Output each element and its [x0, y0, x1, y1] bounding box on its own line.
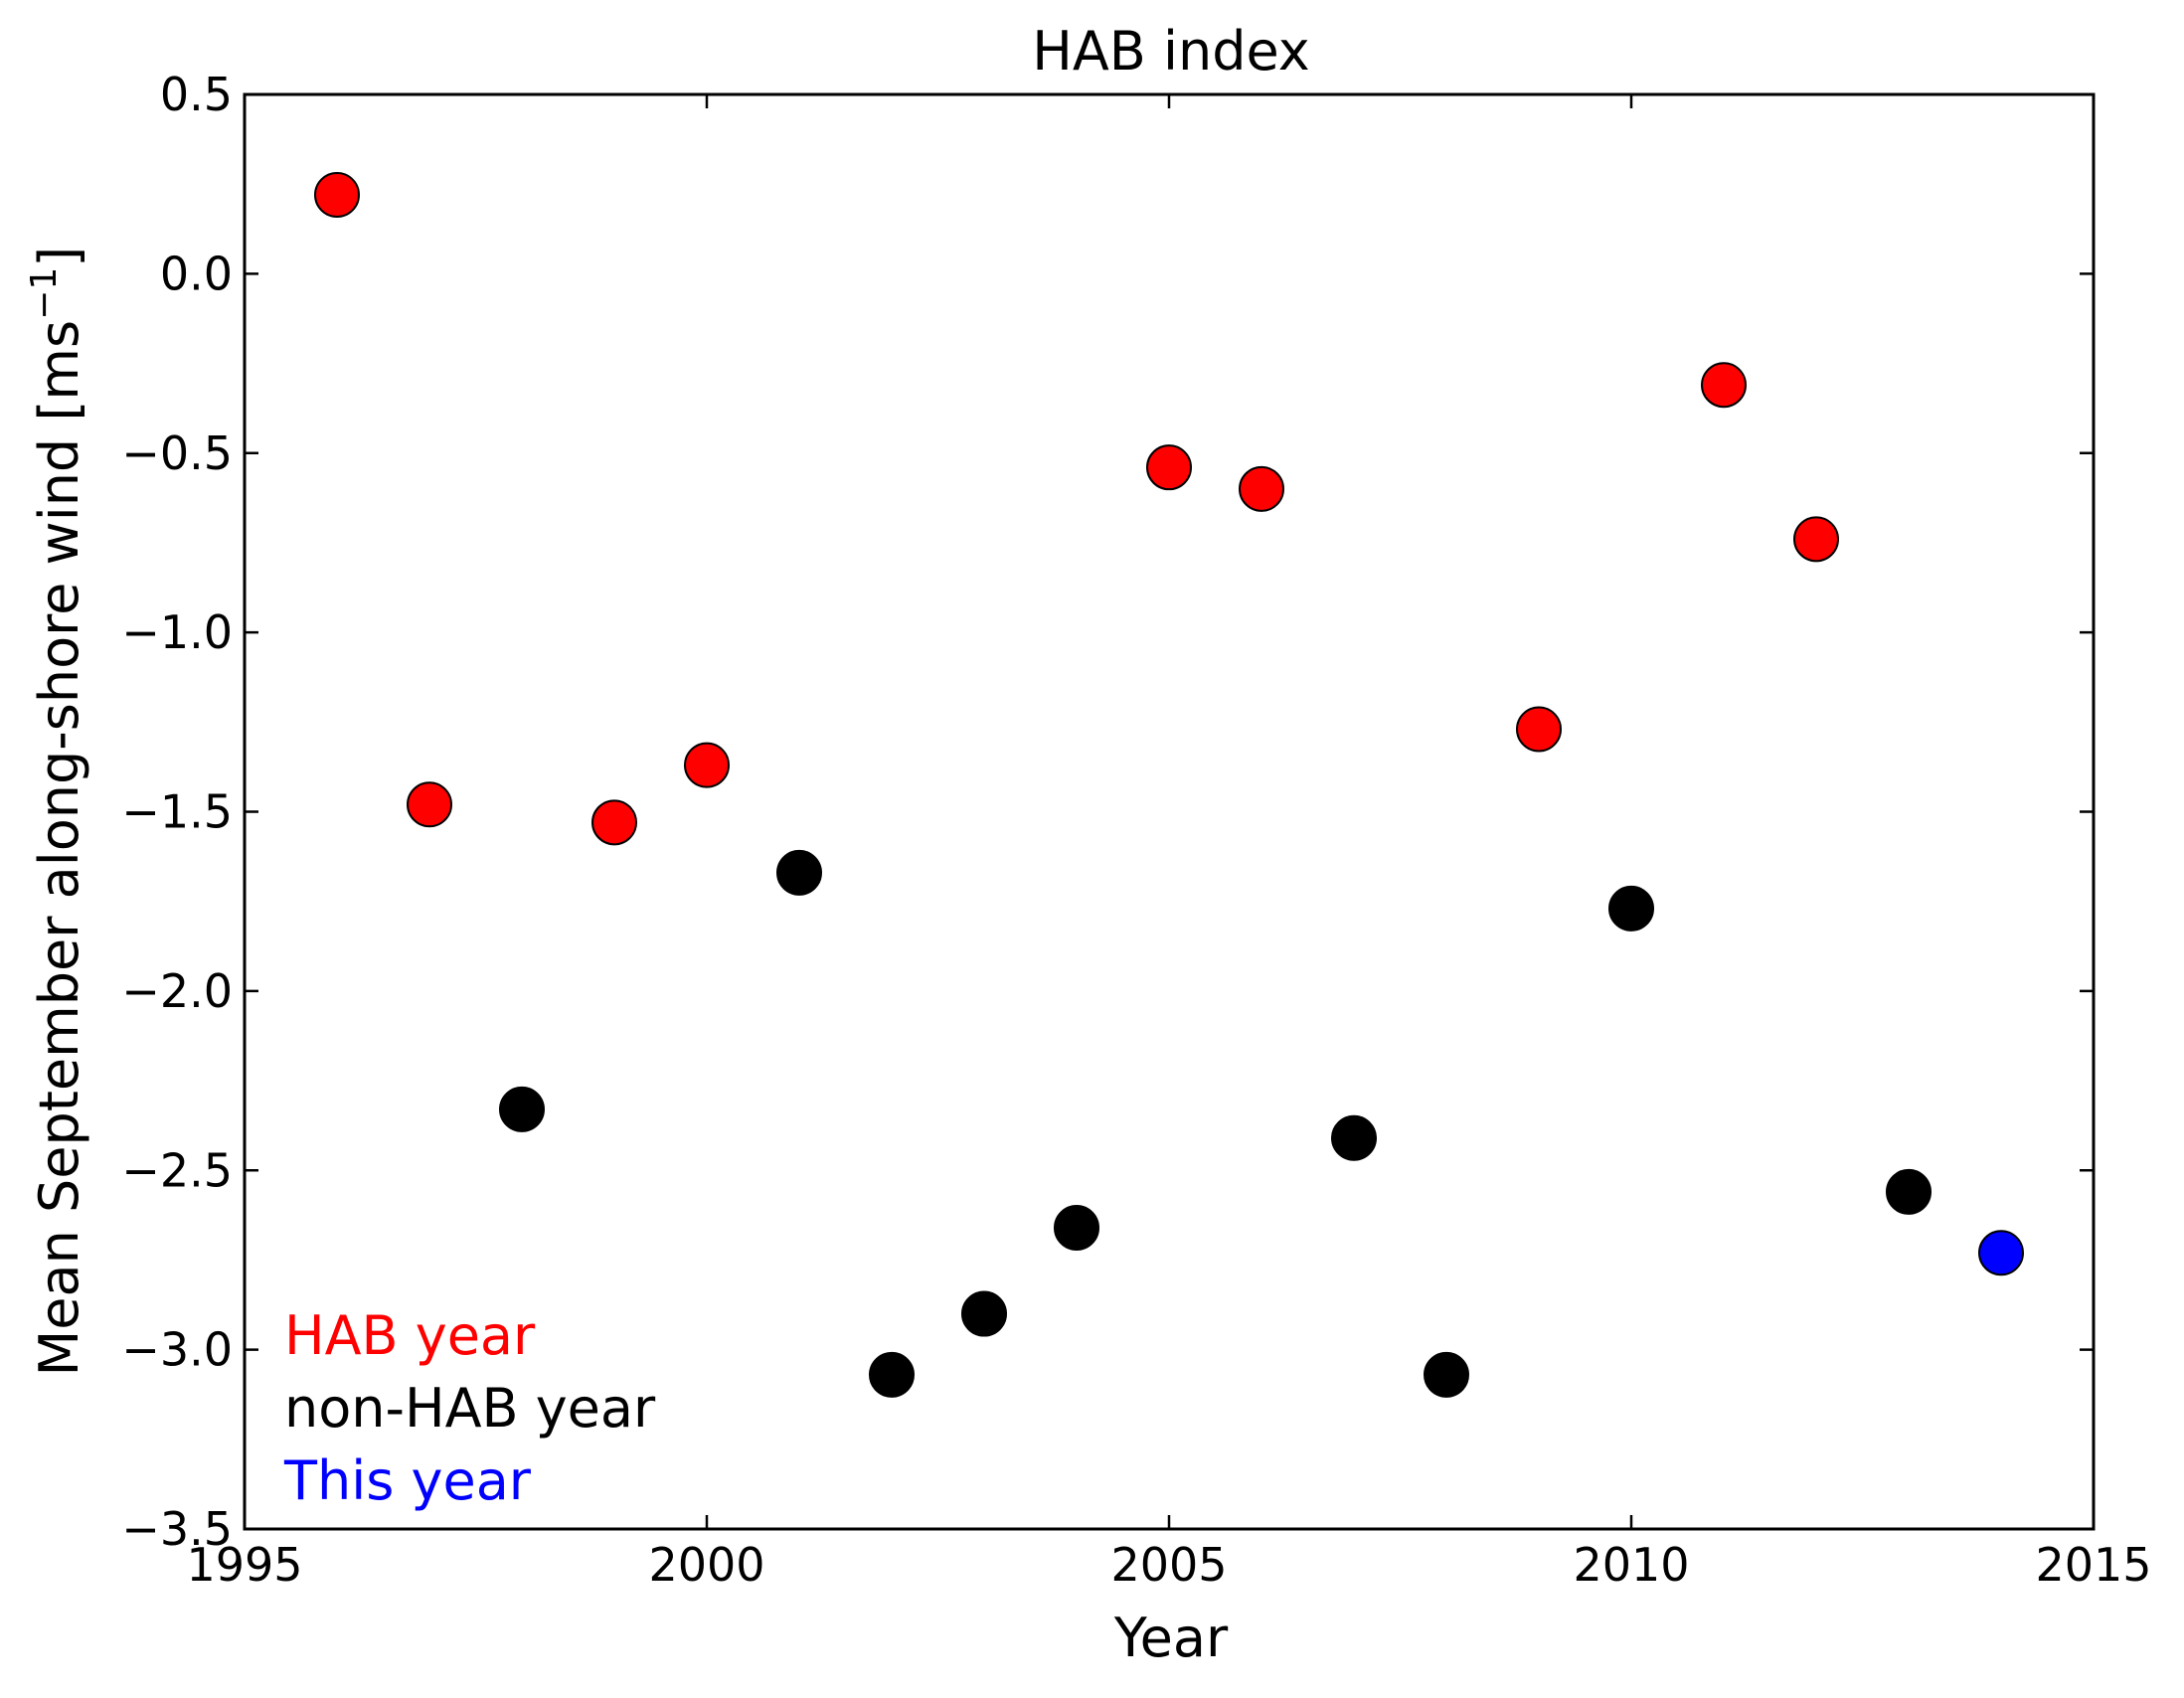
- y-tick-label: −1.5: [121, 785, 233, 839]
- data-point: [1054, 1204, 1099, 1251]
- data-point: [1793, 516, 1839, 563]
- data-point: [961, 1290, 1007, 1337]
- data-point: [684, 742, 730, 788]
- axis-ticks: [243, 92, 2096, 1531]
- y-tick-label: 0.0: [160, 247, 233, 300]
- x-axis-title: Year: [1113, 1607, 1229, 1669]
- x-tick-label: 2000: [648, 1538, 764, 1592]
- data-point: [1608, 885, 1654, 932]
- y-axis-title-main: Mean September along-shore wind [ms: [28, 320, 90, 1377]
- data-point: [314, 172, 360, 219]
- data-point: [1331, 1114, 1377, 1161]
- data-point: [1886, 1168, 1932, 1215]
- y-tick-label: −3.5: [121, 1502, 233, 1556]
- data-point: [1146, 444, 1192, 491]
- y-tick-label: −3.0: [121, 1323, 233, 1377]
- y-tick-label: 0.5: [160, 68, 233, 121]
- y-tick-label: −2.5: [121, 1143, 233, 1197]
- legend-entry: non-HAB year: [284, 1377, 656, 1440]
- data-point: [1516, 706, 1562, 753]
- y-tick-label: −1.0: [121, 605, 233, 659]
- legend: HAB year non-HAB year This year: [283, 1304, 656, 1512]
- axis-tick-labels: 1995 2000 2005 2010 2015 0.5 0.0 −0.5 −1.0 −1.5 −2…: [121, 68, 2151, 1592]
- data-point: [1978, 1230, 2024, 1276]
- data-point: [407, 781, 452, 828]
- data-point: [869, 1351, 915, 1398]
- x-tick-label: 2015: [2035, 1538, 2151, 1592]
- legend-entry: This year: [283, 1449, 532, 1512]
- x-tick-label: 1995: [186, 1538, 302, 1592]
- y-tick-label: −0.5: [121, 426, 233, 480]
- data-point: [499, 1086, 545, 1132]
- data-point: [1701, 362, 1747, 409]
- data-point: [776, 849, 822, 896]
- y-axis-title-superscript: −1: [24, 267, 65, 320]
- data-points: [314, 172, 2024, 1398]
- data-point: [591, 799, 637, 846]
- data-point: [1424, 1351, 1469, 1398]
- x-tick-label: 2010: [1573, 1538, 1689, 1592]
- y-axis-title: Mean September along-shore wind [ms−1]: [24, 247, 90, 1377]
- data-point: [1239, 465, 1284, 512]
- chart-title: HAB index: [1032, 20, 1310, 83]
- y-tick-label: −2.0: [121, 964, 233, 1018]
- x-tick-label: 2005: [1110, 1538, 1227, 1592]
- legend-entry: HAB year: [284, 1304, 536, 1367]
- y-axis-title-suffix: ]: [28, 247, 90, 267]
